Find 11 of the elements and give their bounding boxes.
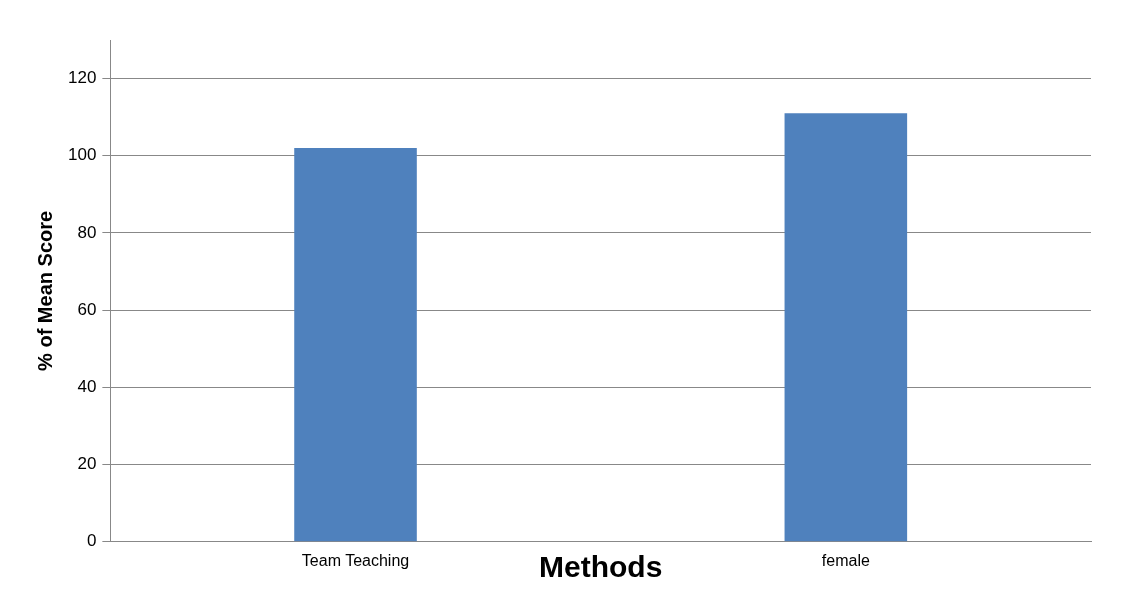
y-tick-label: 100 bbox=[67, 145, 97, 165]
y-tick-label: 20 bbox=[77, 454, 97, 474]
y-tick-label: 120 bbox=[67, 68, 97, 88]
y-axis-title: % of Mean Score bbox=[33, 210, 56, 371]
x-tick-label: Team Teaching bbox=[301, 551, 410, 569]
y-tick-label: 60 bbox=[77, 299, 97, 319]
y-tick-label: 80 bbox=[77, 222, 97, 242]
x-tick-label: female bbox=[821, 551, 870, 569]
x-axis-title: Methods bbox=[539, 550, 663, 584]
y-tick-label: 40 bbox=[77, 377, 97, 397]
y-tick-label: 0 bbox=[86, 531, 97, 551]
